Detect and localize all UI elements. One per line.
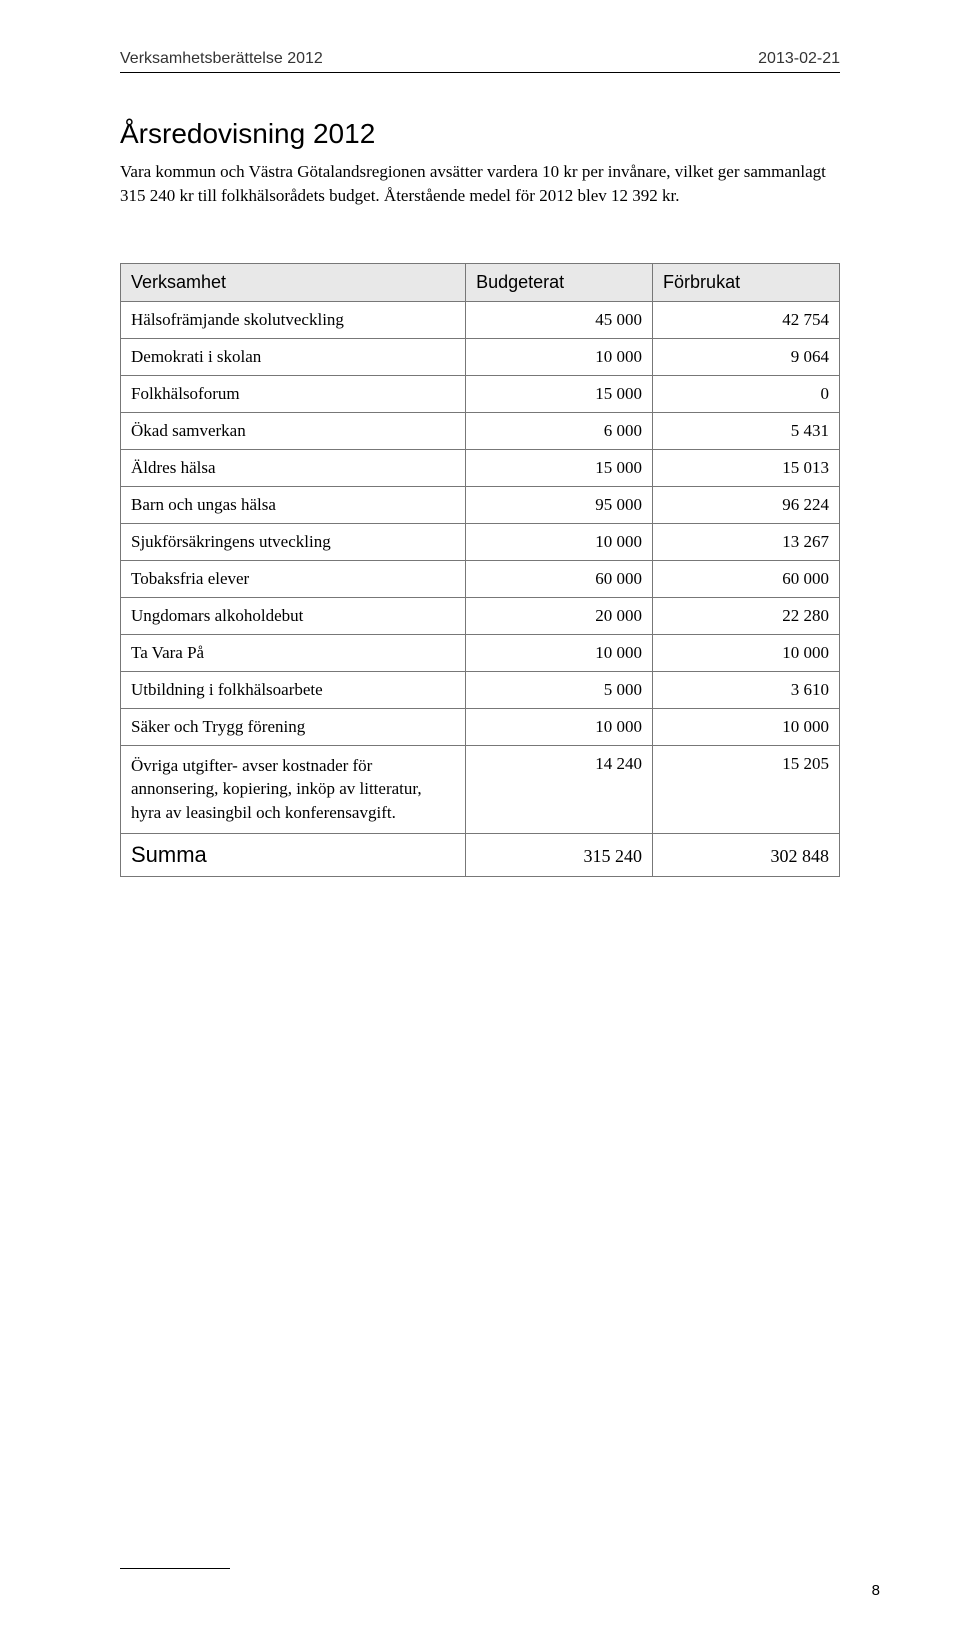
table-row: Tobaksfria elever60 00060 000 [121,560,840,597]
row-label: Ta Vara På [121,634,466,671]
table-sum-row: Summa315 240302 848 [121,833,840,876]
row-label: Barn och ungas hälsa [121,486,466,523]
row-spent: 15 013 [653,449,840,486]
col-activity: Verksamhet [121,263,466,301]
page-number: 8 [872,1582,880,1599]
table-row: Övriga utgifter- avser kostnader för ann… [121,745,840,833]
header-rule [120,72,840,73]
row-spent: 3 610 [653,671,840,708]
row-budget: 15 000 [466,375,653,412]
table-row: Hälsofrämjande skolutveckling45 00042 75… [121,301,840,338]
row-budget: 5 000 [466,671,653,708]
row-label: Säker och Trygg förening [121,708,466,745]
table-row: Ta Vara På10 00010 000 [121,634,840,671]
page-header: Verksamhetsberättelse 2012 2013-02-21 [120,50,840,68]
table-row: Ungdomars alkoholdebut20 00022 280 [121,597,840,634]
header-right: 2013-02-21 [758,50,840,68]
row-label: Utbildning i folkhälsoarbete [121,671,466,708]
col-spent: Förbrukat [653,263,840,301]
table-row: Säker och Trygg förening10 00010 000 [121,708,840,745]
table-row: Sjukförsäkringens utveckling10 00013 267 [121,523,840,560]
row-label: Övriga utgifter- avser kostnader för ann… [121,745,466,833]
table-row: Äldres hälsa15 00015 013 [121,449,840,486]
row-label: Ungdomars alkoholdebut [121,597,466,634]
row-budget: 6 000 [466,412,653,449]
row-spent: 15 205 [653,745,840,833]
row-budget: 14 240 [466,745,653,833]
row-budget: 10 000 [466,523,653,560]
row-budget: 10 000 [466,708,653,745]
intro-paragraph: Vara kommun och Västra Götalandsregionen… [120,160,840,208]
row-budget: 15 000 [466,449,653,486]
table-row: Folkhälsoforum15 0000 [121,375,840,412]
row-budget: 95 000 [466,486,653,523]
table-row: Utbildning i folkhälsoarbete5 0003 610 [121,671,840,708]
budget-table: Verksamhet Budgeterat Förbrukat Hälsofrä… [120,263,840,877]
sum-spent: 302 848 [653,833,840,876]
row-spent: 60 000 [653,560,840,597]
footer-rule [120,1568,230,1569]
row-label: Tobaksfria elever [121,560,466,597]
table-row: Barn och ungas hälsa95 00096 224 [121,486,840,523]
header-left: Verksamhetsberättelse 2012 [120,50,323,68]
table-body: Hälsofrämjande skolutveckling45 00042 75… [121,301,840,876]
row-budget: 10 000 [466,634,653,671]
section-title: Årsredovisning 2012 [120,118,840,150]
row-spent: 96 224 [653,486,840,523]
row-budget: 10 000 [466,338,653,375]
row-spent: 42 754 [653,301,840,338]
row-label: Ökad samverkan [121,412,466,449]
row-label: Hälsofrämjande skolutveckling [121,301,466,338]
row-budget: 60 000 [466,560,653,597]
row-label: Demokrati i skolan [121,338,466,375]
table-row: Ökad samverkan6 0005 431 [121,412,840,449]
row-spent: 22 280 [653,597,840,634]
row-budget: 20 000 [466,597,653,634]
row-spent: 5 431 [653,412,840,449]
row-label: Sjukförsäkringens utveckling [121,523,466,560]
row-spent: 10 000 [653,708,840,745]
row-budget: 45 000 [466,301,653,338]
sum-budget: 315 240 [466,833,653,876]
sum-label: Summa [121,833,466,876]
row-spent: 10 000 [653,634,840,671]
row-spent: 0 [653,375,840,412]
col-budgeted: Budgeterat [466,263,653,301]
row-label: Folkhälsoforum [121,375,466,412]
row-spent: 9 064 [653,338,840,375]
row-label: Äldres hälsa [121,449,466,486]
row-spent: 13 267 [653,523,840,560]
table-row: Demokrati i skolan10 0009 064 [121,338,840,375]
table-header-row: Verksamhet Budgeterat Förbrukat [121,263,840,301]
